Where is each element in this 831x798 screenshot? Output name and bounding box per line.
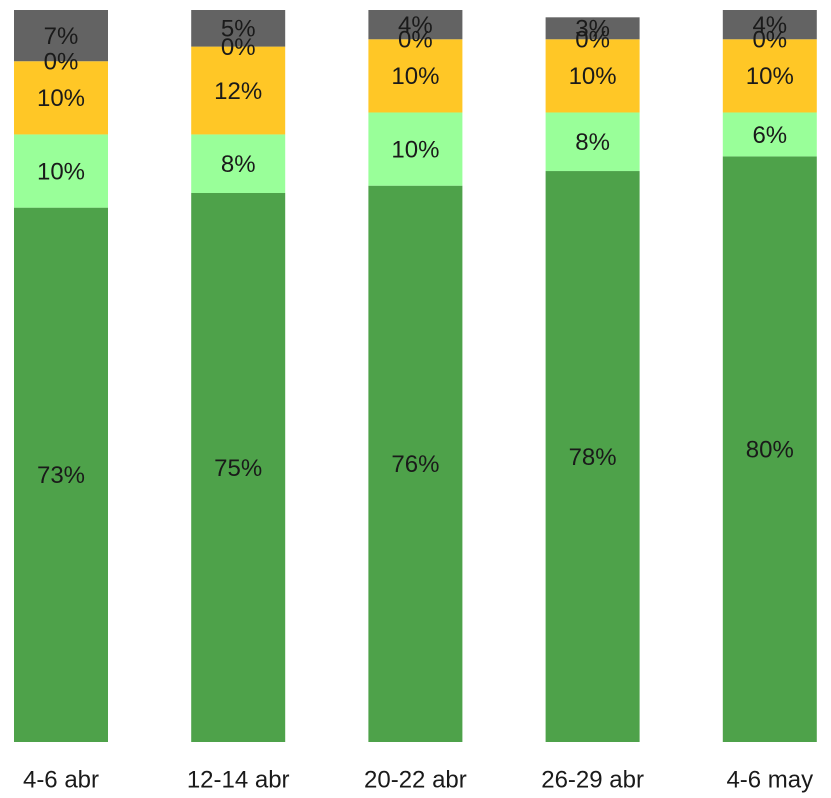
data-label: 4% [752, 12, 787, 39]
data-label: 78% [569, 444, 617, 471]
bar-segment [14, 134, 108, 208]
data-label: 76% [391, 451, 439, 478]
bar-segment [368, 10, 463, 40]
x-tick-label: 26-29 abr [541, 766, 644, 793]
data-label: 6% [752, 122, 787, 149]
data-label: 80% [746, 437, 794, 464]
bar-segment [722, 112, 817, 157]
bar-segment [191, 10, 286, 47]
x-tick-label: 4-6 abr [23, 766, 99, 793]
bar-segment [14, 207, 108, 742]
bar-segment [368, 185, 463, 742]
data-label: 75% [214, 455, 262, 482]
bar-segment [722, 156, 817, 742]
bar-segment [545, 39, 640, 113]
bar-segment [191, 134, 286, 193]
data-label: 4% [398, 12, 433, 39]
data-label: 0% [752, 27, 787, 54]
data-label: 7% [44, 23, 79, 50]
data-label: 10% [37, 158, 85, 185]
x-tick-label: 4-6 may [726, 766, 813, 793]
data-label: 0% [44, 49, 79, 76]
data-label: 10% [746, 63, 794, 90]
data-label: 3% [575, 16, 610, 43]
bar-segment [722, 39, 817, 113]
data-label: 10% [37, 85, 85, 112]
x-tick-label: 20-22 abr [364, 766, 467, 793]
bar-segment [368, 112, 463, 186]
bar-segment [368, 39, 463, 113]
bar-segment [545, 17, 640, 40]
bar-segment [722, 10, 817, 40]
data-label: 73% [37, 462, 85, 489]
data-label: 10% [391, 63, 439, 90]
bar-segment [14, 61, 108, 135]
data-label: 0% [221, 34, 256, 61]
bar-segment [545, 171, 640, 743]
data-label: 8% [221, 151, 256, 178]
data-label: 8% [575, 129, 610, 156]
data-label: 10% [391, 136, 439, 163]
data-label: 10% [569, 63, 617, 90]
data-label: 0% [575, 27, 610, 54]
data-label: 5% [221, 16, 256, 43]
bar-segment [14, 10, 108, 62]
data-label: 12% [214, 78, 262, 105]
bar-segment [191, 46, 286, 135]
x-tick-label: 12-14 abr [187, 766, 290, 793]
bar-segment [545, 112, 640, 172]
data-label: 0% [398, 27, 433, 54]
bar-segment [191, 193, 286, 742]
